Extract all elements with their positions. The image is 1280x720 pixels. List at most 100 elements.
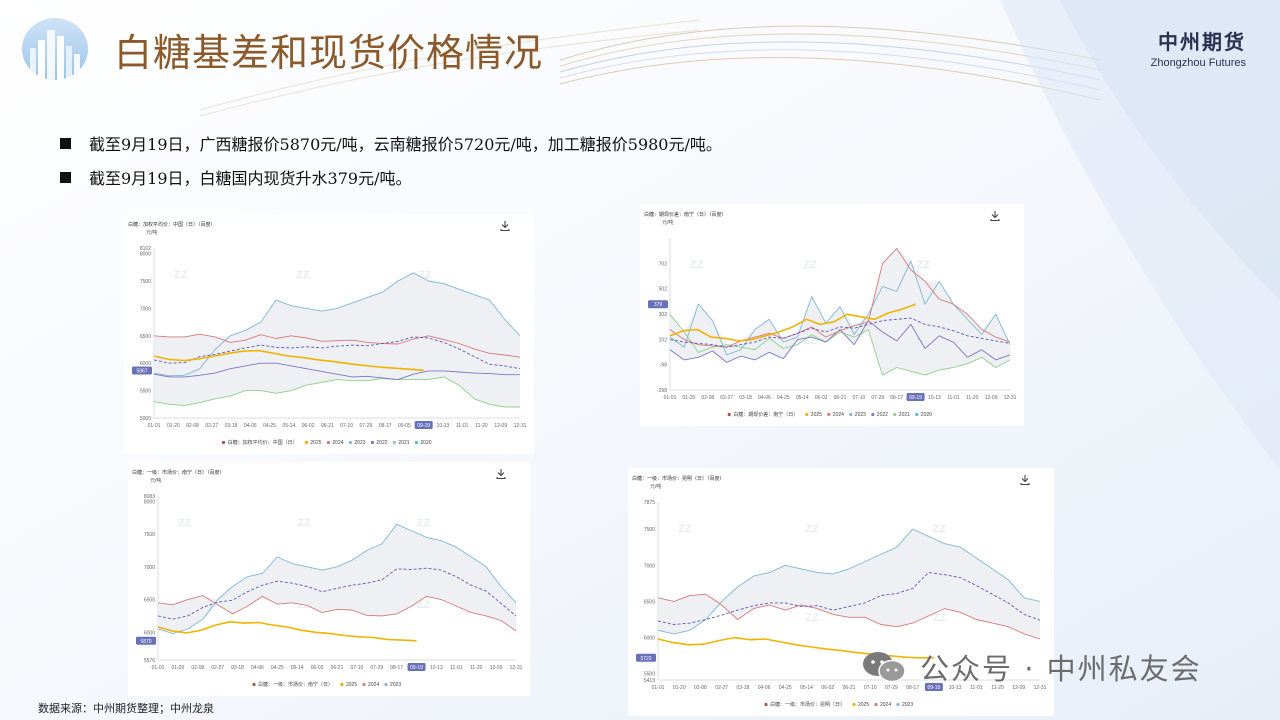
y-tick-label: 5576	[144, 658, 155, 664]
download-icon-glyph	[990, 211, 1000, 222]
y-tick-label: 7000	[140, 306, 151, 312]
min-max-band	[658, 529, 1040, 640]
x-tick-label: 01-20	[167, 423, 180, 429]
x-tick-label: 06-21	[834, 395, 847, 401]
data-source-note: 数据来源：中州期货整理；中州龙泉	[38, 702, 214, 715]
x-tick-label: 03-18	[736, 685, 749, 691]
download-icon-glyph	[496, 469, 506, 480]
y-tick-label: 7875	[644, 500, 655, 506]
chart-basis-nanning: 白糖：期现价差：南宁（日）（百度）元/吨ZZZZZZZZZZZZ70250237…	[640, 204, 1024, 426]
y-tick-label: 302	[659, 312, 668, 318]
series-line-2024	[153, 333, 521, 358]
x-tick-label: 10-13	[430, 665, 443, 671]
chart-subtitle: 白糖：期现价差：南宁（日）（百度）	[644, 211, 727, 218]
watermark: 公众号 · 中州私友会	[862, 646, 1202, 688]
x-tick-label: 05-14	[796, 395, 809, 401]
x-tick-label: 04-06	[244, 423, 257, 429]
x-tick-label: 11-20	[991, 685, 1004, 691]
series-line-2023	[157, 523, 517, 635]
x-tick-label: 07-10	[852, 395, 865, 401]
chart-subtitle: 白糖：加权平均价：中国（日）（百度）	[128, 221, 216, 228]
chart-bg-watermark: ZZ	[917, 259, 931, 271]
page-title: 白糖基差和现货价格情况	[114, 31, 544, 75]
y-tick-label: 5413	[644, 678, 655, 684]
x-tick-label: 09-19	[927, 685, 940, 691]
x-tick-label: 06-02	[302, 423, 315, 429]
y-tick-label: 502	[659, 287, 668, 293]
min-max-band	[158, 524, 516, 634]
watermark-text: 公众号 · 中州私友会	[920, 652, 1202, 686]
download-icon-glyph	[500, 221, 510, 232]
chart-bg-watermark: ZZ	[805, 523, 819, 535]
y-tick-label: 8000	[144, 499, 155, 505]
chart-unit: 元/吨	[146, 229, 157, 236]
x-tick-label: 10-13	[949, 685, 962, 691]
legend-marker	[805, 412, 809, 417]
current-value-badge	[648, 300, 668, 309]
legend-marker	[340, 682, 344, 687]
x-tick-label: 08-17	[379, 423, 392, 429]
legend-marker	[362, 682, 366, 687]
y-tick-label: 7500	[140, 279, 151, 285]
x-tick-label: 01-01	[148, 423, 161, 429]
legend-label: 2025	[310, 440, 321, 446]
series-line-2021	[153, 376, 520, 408]
x-tick-label: 12-09	[494, 423, 507, 429]
legend-label: 2023	[855, 412, 866, 418]
x-tick-label: 05-14	[800, 685, 813, 691]
x-tick-label: 03-18	[231, 665, 244, 671]
legend-marker	[827, 412, 831, 417]
bullet-list: 截至9月19日，广西糖报价5870元/吨，云南糖报价5720元/吨，加工糖报价5…	[60, 126, 722, 194]
chart-bg-watermark: ZZ	[803, 259, 817, 271]
legend-marker	[849, 412, 853, 417]
y-tick-label: 6500	[644, 599, 655, 605]
legend-marker	[348, 440, 352, 445]
chart-bg-watermark: ZZ	[174, 269, 188, 281]
download-icon	[500, 221, 510, 232]
y-tick-label: 7500	[144, 532, 155, 538]
bullet-text: 截至9月19日，广西糖报价5870元/吨，云南糖报价5720元/吨，加工糖报价5…	[89, 135, 722, 154]
x-tick-label: 01-01	[652, 685, 665, 691]
x-tick-label: 04-25	[271, 665, 284, 671]
legend-marker	[222, 440, 226, 445]
x-tick-label: 02-08	[694, 685, 707, 691]
y-tick-label: 6000	[644, 636, 655, 642]
x-tick-label: 11-01	[947, 395, 960, 401]
x-tick-label: 08-17	[390, 665, 403, 671]
y-tick-label: 6500	[140, 334, 151, 340]
x-tick-label: 04-25	[777, 395, 790, 401]
y-tick-label: 8083	[144, 494, 155, 500]
x-tick-label: 01-20	[673, 685, 686, 691]
bullet-square-icon	[60, 171, 71, 183]
y-tick-label: 702	[659, 261, 668, 267]
x-tick-label: 02-27	[211, 665, 224, 671]
series-line-2025	[157, 621, 417, 642]
legend-marker	[370, 440, 374, 445]
series-line-mean	[153, 336, 521, 370]
chart-svg: 白糖：期现价差：南宁（日）（百度）元/吨ZZZZZZZZZZZZ70250237…	[644, 211, 1017, 418]
series-line-2024	[157, 595, 517, 632]
current-value-badge	[636, 653, 656, 662]
x-tick-label: 09-19	[410, 665, 423, 671]
x-tick-label: 07-29	[359, 423, 372, 429]
legend-label: 2024	[332, 440, 343, 446]
legend-marker	[764, 702, 768, 707]
bullet-item: 截至9月19日，白糖国内现货升水379元/吨。	[60, 160, 722, 194]
chart-bg-watermark: ZZ	[178, 517, 192, 529]
series-line-mean	[669, 317, 1011, 348]
x-tick-label: 11-20	[475, 423, 488, 429]
x-tick-label: 11-20	[470, 665, 483, 671]
legend-label: 2021	[398, 440, 409, 446]
chart-bg-watermark: ZZ	[805, 612, 819, 624]
x-tick-label: 06-02	[311, 665, 324, 671]
x-tick-label: 09-19	[909, 395, 922, 401]
download-icon	[1020, 475, 1030, 486]
x-tick-label: 06-21	[331, 665, 344, 671]
min-max-band	[154, 272, 520, 408]
download-icon	[496, 469, 506, 480]
x-tick-label: 02-08	[191, 665, 204, 671]
legend-marker	[326, 440, 330, 445]
x-tick-label: 09-19	[417, 423, 430, 429]
x-tick-label: 01-20	[171, 665, 184, 671]
chart-spot-price-kunming: 白糖：一级：市场价：昆明（日）（百度）元/吨ZZZZZZZZZZZZ787575…	[628, 468, 1054, 716]
